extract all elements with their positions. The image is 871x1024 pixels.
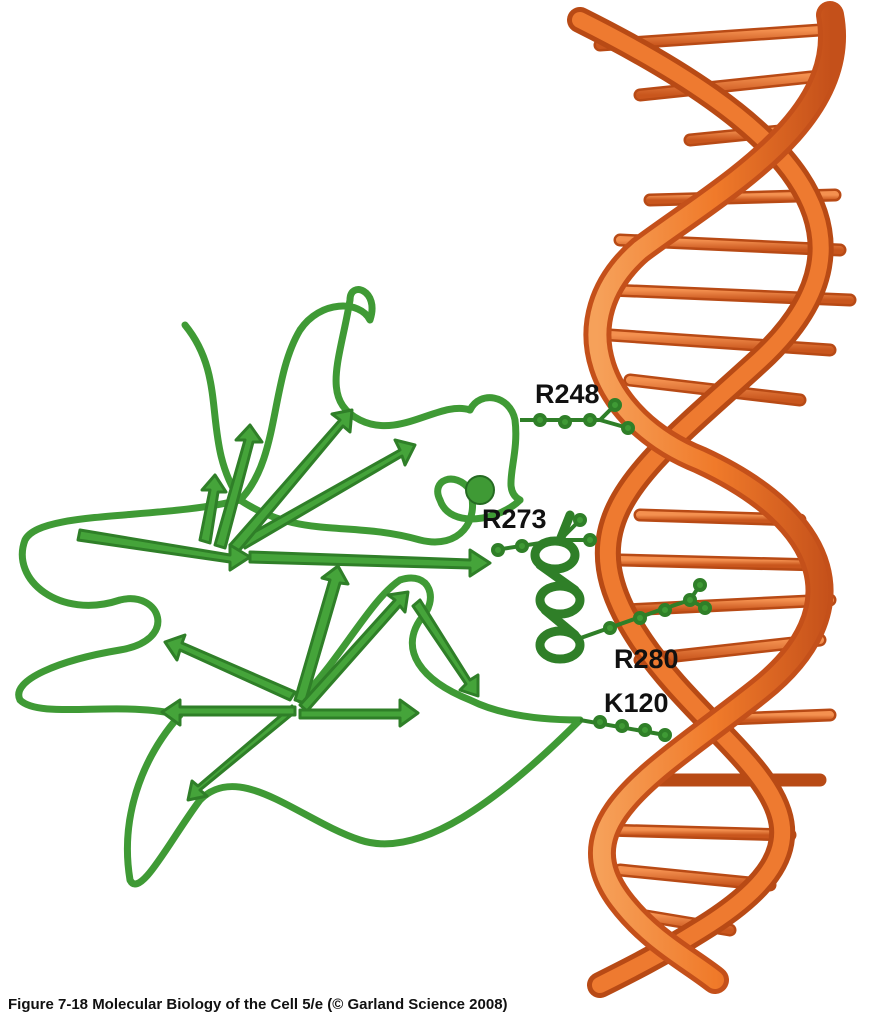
k120-atom	[593, 715, 607, 729]
protein-loop-bottom	[124, 711, 584, 888]
r248-atom	[608, 398, 622, 412]
beta-strand-arrow	[186, 704, 297, 802]
zinc-atom	[465, 475, 495, 505]
protein-loop-center	[236, 475, 524, 546]
r280-atom	[633, 611, 647, 625]
beta-strand-arrow	[160, 698, 297, 727]
label-r280: R280	[614, 644, 679, 674]
label-k120: K120	[604, 688, 669, 718]
dna-base-pair	[621, 596, 834, 614]
r273-atom	[573, 513, 587, 527]
beta-strand-arrow	[298, 698, 420, 728]
label-r273: R273	[482, 504, 547, 534]
dna-base-pair	[616, 556, 824, 569]
side-chain-k120	[579, 715, 672, 742]
protein-loop-inner	[296, 574, 584, 724]
protein-loop-left	[15, 496, 244, 719]
protein-beta-sheet-lower	[160, 564, 480, 802]
side-chains	[491, 398, 712, 742]
k120-atom	[658, 728, 672, 742]
beta-strand-arrow	[228, 408, 354, 554]
beta-strand-arrow	[238, 438, 417, 550]
dna-strand-back-highlight	[572, 12, 829, 993]
side-chain-r280	[574, 578, 712, 642]
k120-atom	[615, 719, 629, 733]
beta-strand-arrow	[293, 564, 350, 705]
r280-atom	[683, 593, 697, 607]
beta-strand-arrow	[198, 473, 228, 545]
dna-base-pair	[606, 331, 834, 354]
side-chain-r248	[520, 398, 635, 435]
r248-atom	[583, 413, 597, 427]
helix-turn	[535, 626, 585, 664]
beta-strand-arrow	[248, 548, 492, 578]
side-chain-r273	[491, 513, 597, 557]
protein-loop-top	[181, 286, 474, 504]
beta-strand-arrow	[213, 423, 264, 550]
dna-strand-front-highlight	[588, 6, 841, 989]
beta-strand-arrow	[411, 598, 480, 698]
r280-atom	[693, 578, 707, 592]
beta-strand-arrow	[163, 633, 297, 702]
r273-atom	[491, 543, 505, 557]
r280-atom	[658, 603, 672, 617]
r280-atom	[603, 621, 617, 635]
dna-base-pair	[636, 71, 834, 99]
r248-atom	[533, 413, 547, 427]
r248-atom	[558, 415, 572, 429]
r273-atom	[515, 539, 529, 553]
k120-atom	[638, 723, 652, 737]
protein-beta-sheet-upper	[76, 408, 492, 578]
p53-protein-ribbon	[15, 286, 585, 888]
r273-atom	[583, 533, 597, 547]
helix-turn	[535, 581, 585, 619]
dna-double-helix	[567, 1, 857, 998]
beta-strand-arrow	[298, 590, 410, 713]
protein-alpha-helix	[530, 510, 585, 664]
dna-base-pair	[601, 826, 794, 839]
beta-strand-arrow	[76, 528, 252, 572]
figure-caption: Figure 7-18 Molecular Biology of the Cel…	[8, 996, 508, 1013]
r280-atom	[698, 601, 712, 615]
protein-loop-r248	[466, 394, 524, 504]
r248-atom	[621, 421, 635, 435]
label-r248: R248	[535, 379, 600, 409]
